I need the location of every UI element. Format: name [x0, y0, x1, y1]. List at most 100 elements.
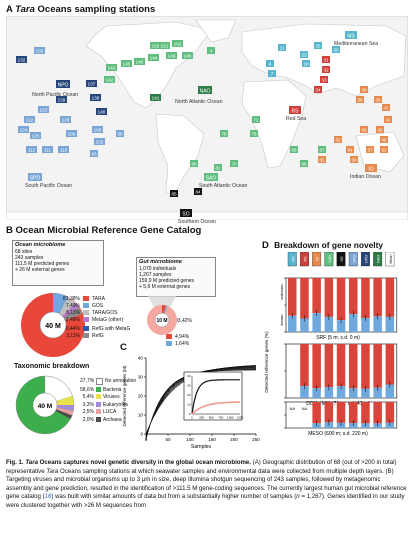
- svg-text:MS: MS: [347, 33, 355, 39]
- legend-swatch: [83, 317, 89, 322]
- label-red-sea: Red Sea: [286, 116, 307, 122]
- station-marker-82: 82: [214, 164, 222, 171]
- panel-b-title: B Ocean Microbial Reference Gene Catalog: [6, 225, 202, 236]
- station-marker-58: 58: [350, 156, 358, 163]
- inset-x-tick: 1000: [227, 416, 234, 420]
- station-marker-30: 30: [332, 46, 340, 53]
- station-label: 138: [92, 95, 100, 100]
- svg-text:NAO: NAO: [377, 255, 381, 263]
- inset-x-tick: 500: [209, 416, 214, 420]
- na-label: NA: [289, 406, 295, 411]
- unknown-bar: [349, 344, 358, 389]
- station-marker-57: 57: [366, 146, 374, 153]
- inset-x-tick: 1250: [237, 416, 244, 420]
- station-marker-85: 85: [170, 190, 178, 197]
- station-marker-11: 11: [278, 44, 286, 51]
- station-label: 149: [168, 53, 176, 58]
- station-markers: 132 133 137 138 139 140 150 151 152 146 145 144 143 1…: [16, 40, 392, 197]
- known-bar: [361, 388, 370, 398]
- station-marker-148: 148: [182, 52, 193, 59]
- station-marker-76: 76: [250, 130, 258, 137]
- c-y-tick: 20: [138, 394, 144, 399]
- badge-io: IO: [365, 164, 377, 172]
- legend-swatch: [96, 409, 101, 414]
- station-marker-137: 137: [86, 80, 97, 87]
- known-bar: [312, 388, 321, 398]
- station-marker-109: 109: [66, 130, 77, 137]
- panel-d-title: D Breakdown of gene novelty: [262, 240, 384, 251]
- station-label: 80: [191, 161, 197, 166]
- ocean-box-line: 68 sites: [15, 249, 33, 255]
- station-marker-152: 152: [172, 40, 183, 47]
- legend-row: 5,11% TARA/GOS: [66, 310, 118, 316]
- station-marker-64: 64: [346, 146, 354, 153]
- tax-legend-row: 27,7% No annotation: [80, 378, 137, 385]
- station-label: 137: [88, 81, 96, 86]
- station-label: 142: [106, 77, 114, 82]
- station-marker-102: 102: [94, 138, 105, 145]
- svg-text:SO: SO: [340, 256, 344, 261]
- station-label: 85: [171, 191, 177, 196]
- label-southern: Southern Ocean: [178, 219, 216, 225]
- station-marker-112: 112: [26, 146, 37, 153]
- station-label: 140: [98, 109, 106, 114]
- known-bar: [373, 387, 382, 398]
- station-marker-128: 128: [60, 116, 71, 123]
- gut-box-line: + 5,9 M external genes: [139, 284, 191, 290]
- station-label: 110: [60, 147, 68, 152]
- continent-antarctica: [6, 211, 408, 220]
- station-label: 93: [91, 151, 97, 156]
- station-marker-146: 146: [134, 58, 145, 65]
- station-marker-93: 93: [90, 150, 98, 157]
- station-marker-42: 42: [384, 116, 392, 123]
- label-south-pacific: South Pacific Ocean: [25, 183, 73, 189]
- station-label: 31: [323, 57, 329, 62]
- gut-legend-row: 1,64%: [166, 341, 212, 347]
- unknown-bar: [336, 278, 346, 321]
- legend-swatch: [96, 394, 101, 399]
- station-marker-48: 48: [380, 136, 388, 143]
- station-marker-84: 84: [194, 188, 202, 195]
- svg-text:NAO: NAO: [200, 88, 211, 94]
- station-label: 152: [174, 41, 182, 46]
- novelty-subplot-1: DCM / MIX (71 m; s.d. 41 m): [284, 343, 398, 407]
- unknown-bar: [312, 344, 321, 389]
- unknown-bar: [361, 344, 370, 389]
- column-header-io: IO: [312, 252, 322, 267]
- badge-rs: RS: [289, 106, 301, 114]
- station-marker-66: 66: [300, 160, 308, 167]
- station-label: 150: [152, 43, 160, 48]
- unknown-bar: [385, 344, 395, 385]
- station-label: 7: [271, 71, 274, 76]
- station-marker-32: 32: [322, 66, 330, 73]
- unknown-bar: [300, 278, 309, 319]
- gut-catalog-pie: 10 M: [147, 296, 177, 335]
- station-label: 56: [361, 127, 367, 132]
- station-label: 148: [184, 53, 192, 58]
- station-marker-149: 149: [166, 52, 177, 59]
- station-label: 18: [303, 61, 309, 66]
- station-marker-150: 150: [150, 42, 161, 49]
- legend-row: 81,38% TARA: [63, 296, 105, 302]
- station-label: 133: [36, 48, 44, 53]
- station-marker-72: 72: [252, 116, 260, 123]
- station-label: 9: [269, 61, 272, 66]
- station-label: 41: [383, 105, 389, 110]
- column-header-rs: RS: [300, 252, 309, 267]
- gut-legend-row: 4,94%: [166, 334, 212, 340]
- station-label: 141: [152, 95, 160, 100]
- unknown-bar: [361, 278, 370, 318]
- tax-pie-center: 40 M: [38, 403, 52, 410]
- station-label: 139: [58, 97, 66, 102]
- tax-legend-row: 2,5% LUCA: [82, 409, 117, 415]
- known-bar: [300, 386, 309, 398]
- station-label: 11: [280, 45, 285, 50]
- tax-legend-row: 58,6% Bacteria: [80, 386, 122, 393]
- continent-south-america: [155, 113, 205, 197]
- panel-c-ylabel: Detected reference genes (M): [122, 365, 127, 426]
- subplot-label: MESO (600 m; s.d. 220 m): [308, 431, 368, 437]
- station-label: 128: [62, 117, 70, 122]
- ocean-catalog-pie: 40 M: [21, 293, 85, 357]
- unknown-bar: [361, 402, 370, 424]
